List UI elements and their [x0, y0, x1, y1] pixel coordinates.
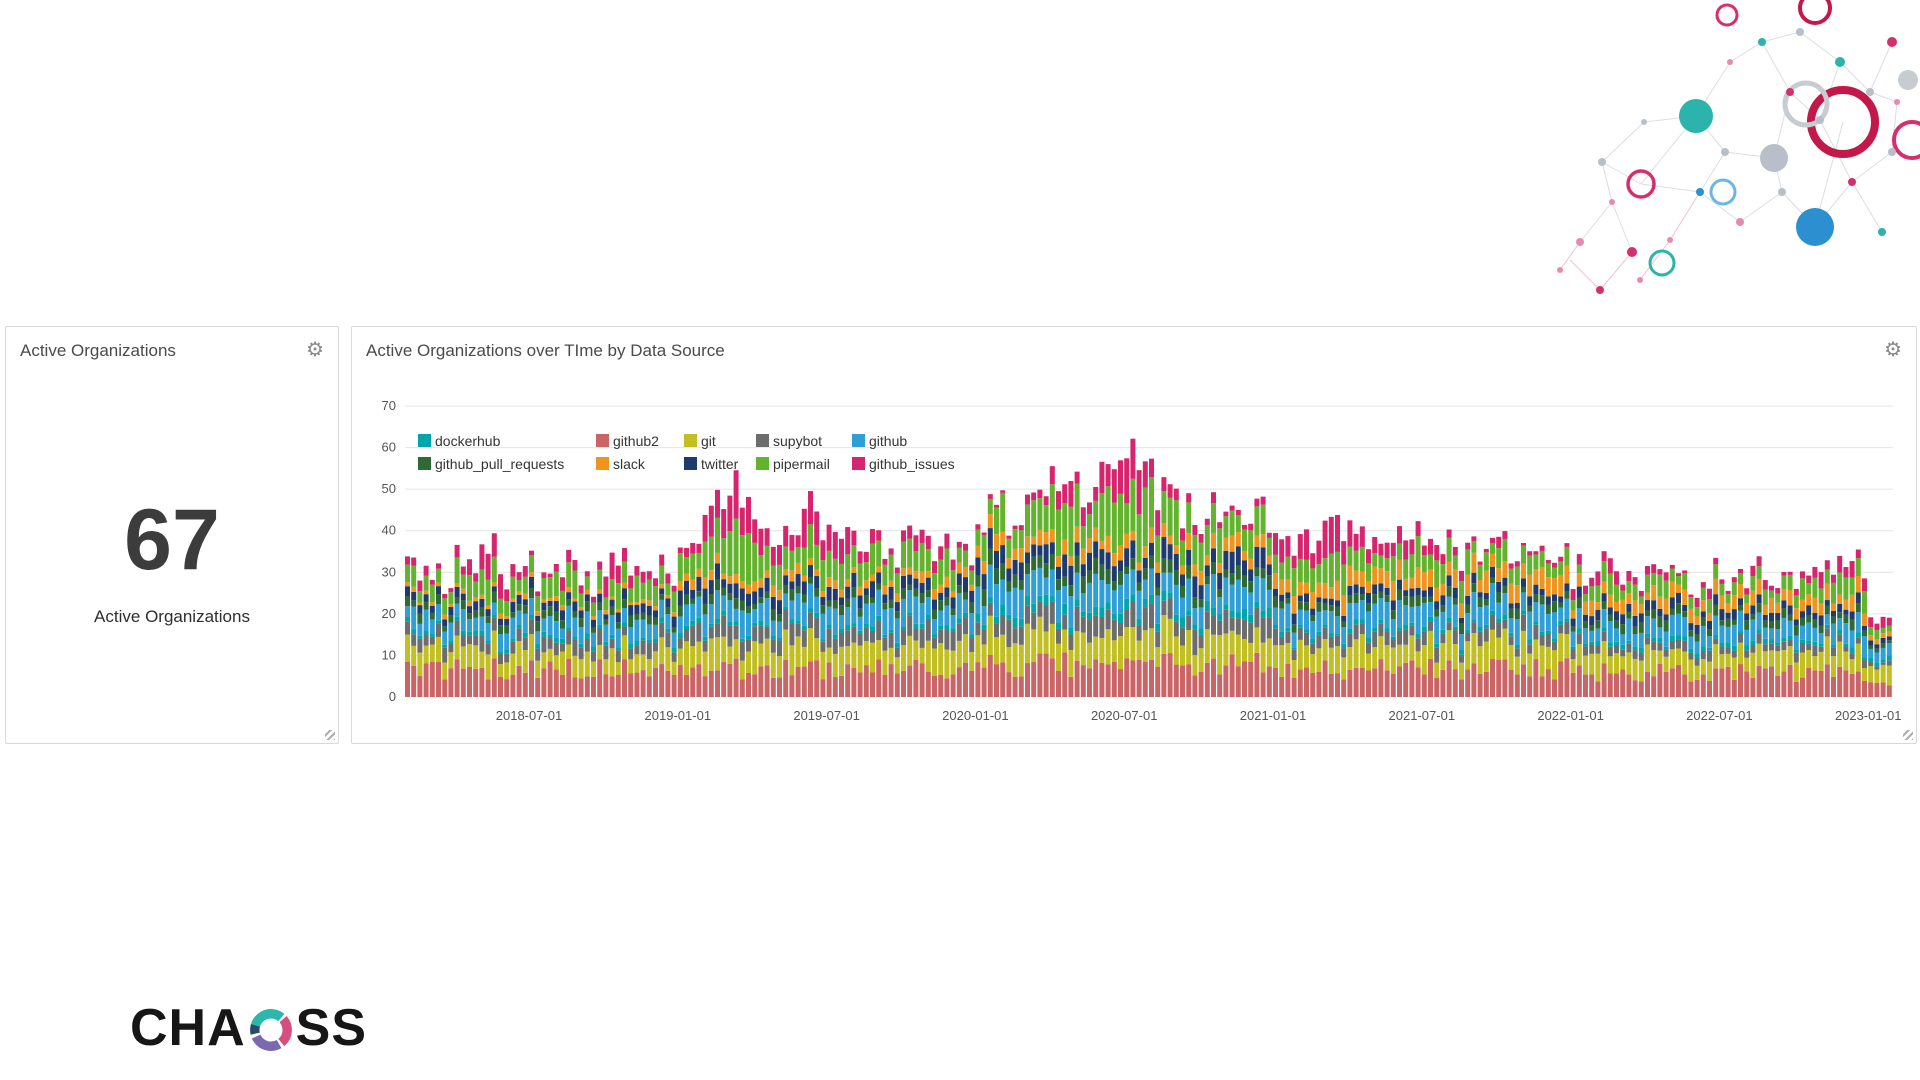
series-git: [405, 615, 1892, 686]
legend-swatch-icon: [418, 434, 431, 447]
panel-title: Active Organizations: [20, 341, 176, 360]
y-axis-label: 0: [389, 689, 396, 704]
series-twitter: [405, 528, 1892, 649]
legend-swatch-icon: [684, 457, 697, 470]
series-pipermail: [405, 477, 1892, 640]
x-axis-label: 2020-07-01: [1091, 708, 1158, 723]
x-axis-label: 2022-01-01: [1537, 708, 1604, 723]
chaoss-logo-text-right: SS: [295, 999, 368, 1057]
y-axis-label: 20: [382, 606, 396, 621]
panel-title: Active Organizations over TIme by Data S…: [366, 341, 725, 360]
x-axis-label: 2022-07-01: [1686, 708, 1753, 723]
legend-swatch-icon: [852, 457, 865, 470]
x-axis-label: 2021-01-01: [1240, 708, 1307, 723]
legend-item-github2[interactable]: github2: [596, 429, 684, 452]
legend-label: github: [869, 432, 908, 449]
legend-swatch-icon: [596, 457, 609, 470]
legend-item-pipermail[interactable]: pipermail: [756, 452, 852, 475]
y-axis-label: 40: [382, 523, 396, 538]
legend-item-slack[interactable]: slack: [596, 452, 684, 475]
legend-swatch-icon: [756, 434, 769, 447]
legend-label: github_issues: [869, 455, 955, 472]
legend-label: dockerhub: [435, 432, 501, 449]
panel-settings-gear-icon[interactable]: ⚙: [1884, 337, 1902, 361]
panel-settings-gear-icon[interactable]: ⚙: [306, 337, 324, 361]
x-axis-label: 2019-01-01: [645, 708, 712, 723]
legend-item-twitter[interactable]: twitter: [684, 452, 756, 475]
panel-resize-handle[interactable]: [1903, 730, 1913, 740]
legend-label: slack: [613, 455, 645, 472]
legend-item-dockerhub[interactable]: dockerhub: [418, 429, 596, 452]
series-github_issues: [405, 438, 1892, 631]
active-organizations-over-time-panel: Active Organizations over TIme by Data S…: [351, 326, 1917, 744]
active-organizations-value-label: Active Organizations: [94, 607, 250, 626]
series-dockerhub: [405, 591, 1892, 667]
legend-item-github[interactable]: github: [852, 429, 955, 452]
y-axis-label: 30: [382, 564, 396, 579]
legend-label: twitter: [701, 455, 739, 472]
legend-item-git[interactable]: git: [684, 429, 756, 452]
legend-item-github_issues[interactable]: github_issues: [852, 452, 955, 475]
stacked-bar-chart[interactable]: 0 10 20 30 40 50 60 70 2018-07-01 2019-01-01 2019-…: [352, 387, 1916, 739]
y-axis-label: 70: [382, 398, 396, 413]
x-axis-label: 2021-07-01: [1389, 708, 1456, 723]
legend-swatch-icon: [756, 457, 769, 470]
network-nodes-icon: [1557, 0, 1920, 294]
y-axis-label: 60: [382, 440, 396, 455]
legend-label: github_pull_requests: [435, 455, 565, 472]
active-organizations-panel: Active Organizations ⚙ 67 Active Organiz…: [5, 326, 339, 744]
legend-swatch-icon: [596, 434, 609, 447]
panel-resize-handle[interactable]: [325, 730, 335, 740]
y-axis-label: 50: [382, 481, 396, 496]
x-axis-label: 2018-07-01: [496, 708, 563, 723]
x-axis-label: 2019-07-01: [793, 708, 860, 723]
series-github_pull_requests: [405, 548, 1892, 653]
legend-label: git: [701, 432, 716, 449]
legend-label: supybot: [773, 432, 823, 449]
series-slack: [405, 514, 1892, 645]
legend-label: github2: [613, 432, 659, 449]
legend-label: pipermail: [773, 455, 830, 472]
network-decoration-graphic: [1540, 0, 1920, 318]
x-axis-label: 2023-01-01: [1835, 708, 1902, 723]
legend-swatch-icon: [852, 434, 865, 447]
y-axis-label: 10: [382, 647, 396, 662]
x-axis-label: 2020-01-01: [942, 708, 1009, 723]
chaoss-logo-text-left: CHA: [130, 999, 246, 1057]
chaoss-logo: CHA SS: [130, 998, 367, 1058]
legend-swatch-icon: [418, 457, 431, 470]
series-supybot: [405, 598, 1892, 670]
legend-swatch-icon: [684, 434, 697, 447]
series-github: [405, 564, 1892, 663]
chaoss-logo-donut-icon: [249, 1009, 292, 1051]
active-organizations-value: 67: [124, 492, 220, 588]
chart-legend: dockerhub github2 git supybot github github_p…: [418, 429, 955, 475]
legend-item-supybot[interactable]: supybot: [756, 429, 852, 452]
legend-item-github_pull_requests[interactable]: github_pull_requests: [418, 452, 596, 475]
series-github2: [405, 652, 1892, 697]
chart-plot-area[interactable]: 0 10 20 30 40 50 60 70 2018-07-01 2019-01-01 2019-…: [352, 387, 1916, 739]
